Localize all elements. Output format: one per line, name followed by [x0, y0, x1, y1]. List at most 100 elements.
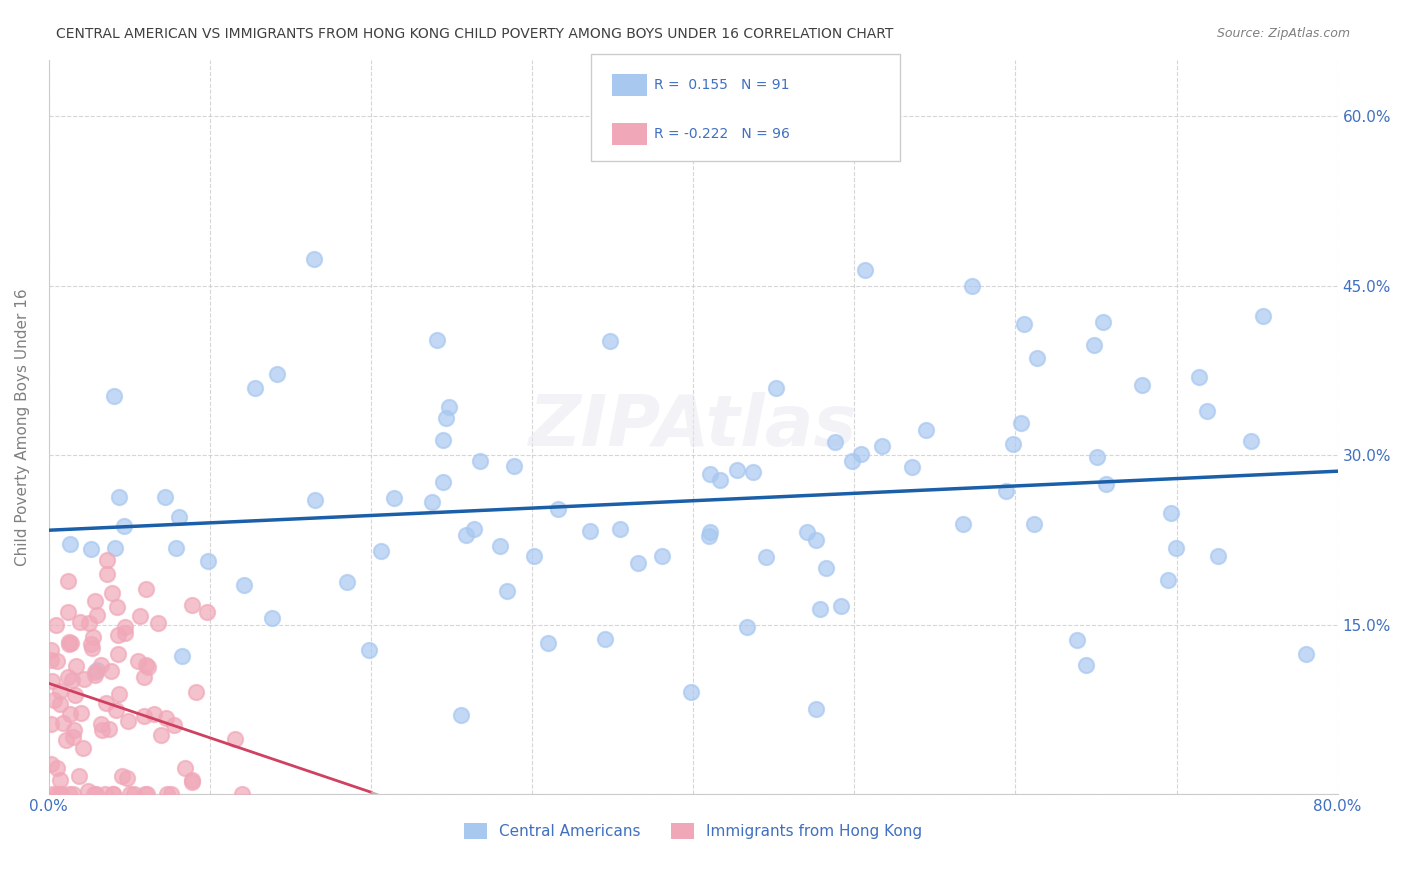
Point	[84, 787, 107, 801]
Point	[197, 554, 219, 568]
Point	[841, 454, 863, 468]
Point	[58, 637, 80, 651]
Point	[112, 518, 135, 533]
Point	[62, 731, 84, 745]
Point	[547, 501, 569, 516]
Point	[52, 715, 75, 730]
Point	[59, 537, 82, 551]
Point	[62, 787, 84, 801]
Point	[1206, 549, 1229, 564]
Point	[754, 549, 776, 564]
Point	[184, 685, 207, 699]
Point	[1010, 417, 1032, 431]
Point	[765, 381, 787, 395]
Point	[1160, 506, 1182, 520]
Text: R = -0.222   N = 96: R = -0.222 N = 96	[654, 127, 790, 141]
Point	[111, 769, 134, 783]
Point	[150, 728, 173, 742]
Point	[82, 641, 104, 656]
Point	[45, 787, 67, 801]
Point	[609, 522, 631, 536]
Point	[107, 627, 129, 641]
Point	[39, 756, 62, 771]
Point	[463, 523, 485, 537]
Point	[681, 685, 703, 699]
Point	[51, 787, 73, 801]
Point	[136, 787, 159, 801]
Point	[163, 717, 186, 731]
Point	[502, 458, 524, 473]
Point	[796, 525, 818, 540]
Point	[1251, 310, 1274, 324]
Point	[72, 741, 94, 756]
Point	[70, 706, 93, 721]
Point	[56, 574, 79, 588]
Point	[153, 490, 176, 504]
Point	[96, 567, 118, 582]
Point	[120, 787, 142, 801]
Point	[824, 435, 846, 450]
Point	[1240, 434, 1263, 448]
Text: ZIPAtlas: ZIPAtlas	[529, 392, 858, 461]
Point	[814, 561, 837, 575]
Point	[495, 584, 517, 599]
Point	[523, 549, 546, 564]
Point	[536, 636, 558, 650]
Point	[1024, 516, 1046, 531]
Point	[172, 649, 194, 664]
Point	[593, 632, 616, 647]
Point	[58, 634, 80, 648]
Point	[63, 689, 86, 703]
Point	[1188, 370, 1211, 384]
Point	[853, 262, 876, 277]
Point	[302, 252, 325, 267]
Point	[44, 693, 66, 707]
Point	[336, 574, 359, 589]
Point	[432, 475, 454, 489]
Point	[127, 654, 149, 668]
Point	[90, 723, 112, 738]
Point	[243, 381, 266, 395]
Point	[128, 609, 150, 624]
Point	[849, 447, 872, 461]
Point	[65, 658, 87, 673]
Point	[115, 771, 138, 785]
Point	[59, 706, 82, 721]
Point	[42, 787, 65, 801]
Point	[437, 401, 460, 415]
Point	[63, 723, 86, 737]
Point	[1085, 450, 1108, 464]
Point	[1157, 573, 1180, 587]
Point	[80, 637, 103, 651]
Point	[1164, 541, 1187, 556]
Point	[725, 463, 748, 477]
Point	[104, 703, 127, 717]
Point	[426, 333, 449, 347]
Point	[709, 473, 731, 487]
Point	[98, 723, 121, 737]
Point	[146, 616, 169, 631]
Point	[132, 709, 155, 723]
Point	[699, 467, 721, 481]
Point	[165, 541, 187, 555]
Point	[1012, 317, 1035, 331]
Point	[58, 787, 80, 801]
Point	[434, 411, 457, 425]
Point	[135, 658, 157, 673]
Point	[60, 673, 83, 687]
Point	[489, 539, 512, 553]
Text: R =  0.155   N = 91: R = 0.155 N = 91	[654, 78, 789, 92]
Point	[117, 714, 139, 729]
Point	[101, 586, 124, 600]
Point	[156, 787, 179, 801]
Point	[83, 787, 105, 801]
Point	[420, 495, 443, 509]
Point	[101, 787, 124, 801]
Point	[49, 698, 72, 712]
Point	[101, 787, 124, 801]
Point	[96, 553, 118, 567]
Point	[173, 761, 195, 775]
Point	[67, 769, 90, 783]
Point	[84, 668, 107, 682]
Text: CENTRAL AMERICAN VS IMMIGRANTS FROM HONG KONG CHILD POVERTY AMONG BOYS UNDER 16 : CENTRAL AMERICAN VS IMMIGRANTS FROM HONG…	[56, 27, 894, 41]
